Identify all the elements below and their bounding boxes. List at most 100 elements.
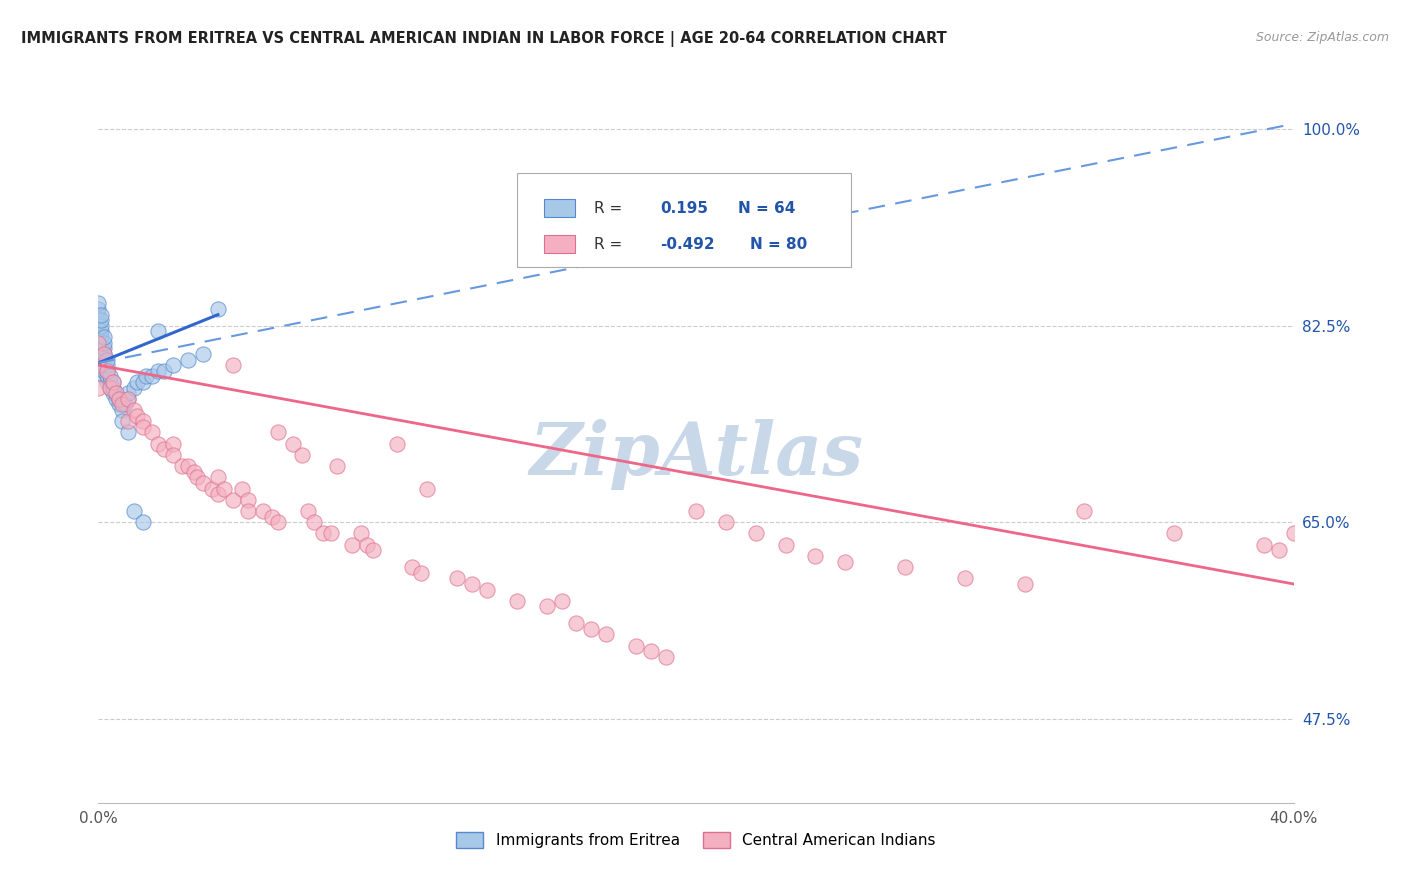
Point bbox=[1267, 543, 1289, 558]
Point bbox=[117, 392, 139, 406]
Point bbox=[103, 386, 125, 401]
Point bbox=[111, 403, 134, 417]
Point bbox=[550, 594, 572, 608]
Point bbox=[222, 492, 245, 507]
Point bbox=[87, 308, 110, 322]
Point bbox=[141, 425, 163, 440]
Point bbox=[127, 409, 149, 423]
Point bbox=[87, 301, 110, 316]
Point bbox=[124, 504, 146, 518]
Point bbox=[87, 358, 110, 372]
Text: ZipAtlas: ZipAtlas bbox=[529, 419, 863, 491]
Point bbox=[90, 358, 112, 372]
Point bbox=[385, 436, 409, 450]
Point bbox=[416, 482, 439, 496]
Text: N = 64: N = 64 bbox=[738, 201, 796, 216]
Point bbox=[87, 341, 110, 355]
Point bbox=[96, 369, 118, 384]
Point bbox=[87, 313, 110, 327]
Point bbox=[87, 325, 110, 339]
Point bbox=[291, 448, 314, 462]
Point bbox=[714, 515, 737, 529]
Point bbox=[135, 369, 157, 384]
Point bbox=[172, 459, 194, 474]
Point bbox=[186, 470, 208, 484]
Point bbox=[207, 487, 229, 501]
Point bbox=[411, 566, 433, 580]
Point bbox=[1014, 577, 1036, 591]
Point bbox=[117, 425, 139, 440]
Point bbox=[311, 526, 333, 541]
Point bbox=[90, 325, 112, 339]
Point bbox=[252, 504, 274, 518]
Point bbox=[1163, 526, 1185, 541]
Point bbox=[267, 515, 290, 529]
Point bbox=[177, 352, 200, 367]
Point bbox=[153, 364, 176, 378]
Point bbox=[132, 375, 155, 389]
Point bbox=[132, 414, 155, 428]
Point bbox=[132, 420, 155, 434]
Text: R =: R = bbox=[595, 236, 627, 252]
Point bbox=[162, 436, 184, 450]
Point bbox=[93, 330, 115, 344]
Point bbox=[98, 381, 122, 395]
Point bbox=[231, 482, 253, 496]
Point bbox=[640, 644, 662, 658]
Point bbox=[321, 526, 343, 541]
Point bbox=[93, 369, 115, 384]
Point bbox=[326, 459, 349, 474]
Point bbox=[834, 555, 856, 569]
Point bbox=[191, 475, 214, 490]
Point bbox=[183, 465, 205, 479]
Point bbox=[90, 347, 112, 361]
Point bbox=[1253, 538, 1275, 552]
Point bbox=[105, 386, 128, 401]
Point bbox=[281, 436, 304, 450]
Legend: Immigrants from Eritrea, Central American Indians: Immigrants from Eritrea, Central America… bbox=[450, 826, 942, 855]
Point bbox=[595, 627, 617, 641]
Point bbox=[222, 358, 245, 372]
Point bbox=[201, 482, 224, 496]
Point bbox=[953, 571, 976, 585]
Point bbox=[87, 381, 110, 395]
Point bbox=[363, 543, 385, 558]
Point bbox=[350, 526, 373, 541]
Point bbox=[401, 560, 423, 574]
Point bbox=[124, 381, 146, 395]
Point bbox=[148, 325, 170, 339]
Point bbox=[894, 560, 917, 574]
Text: N = 80: N = 80 bbox=[749, 236, 807, 252]
Point bbox=[87, 296, 110, 310]
Point bbox=[124, 403, 146, 417]
Text: Source: ZipAtlas.com: Source: ZipAtlas.com bbox=[1256, 31, 1389, 45]
Point bbox=[565, 616, 588, 631]
Point bbox=[87, 347, 110, 361]
Point bbox=[162, 448, 184, 462]
Point bbox=[96, 364, 118, 378]
Point bbox=[96, 352, 118, 367]
Point bbox=[141, 369, 163, 384]
Point bbox=[117, 392, 139, 406]
Point bbox=[177, 459, 200, 474]
Point bbox=[93, 335, 115, 350]
Point bbox=[87, 335, 110, 350]
Point bbox=[148, 364, 170, 378]
FancyBboxPatch shape bbox=[544, 235, 575, 253]
Point bbox=[93, 347, 115, 361]
Point bbox=[105, 386, 128, 401]
Point bbox=[111, 414, 134, 428]
Text: 0.195: 0.195 bbox=[661, 201, 709, 216]
Point bbox=[153, 442, 176, 457]
Point bbox=[93, 347, 115, 361]
Point bbox=[461, 577, 484, 591]
Point bbox=[108, 392, 131, 406]
Point bbox=[191, 347, 214, 361]
Point bbox=[446, 571, 468, 585]
Point bbox=[98, 369, 122, 384]
FancyBboxPatch shape bbox=[544, 199, 575, 217]
Point bbox=[260, 509, 283, 524]
Point bbox=[655, 649, 678, 664]
Point bbox=[162, 358, 184, 372]
Point bbox=[626, 639, 648, 653]
